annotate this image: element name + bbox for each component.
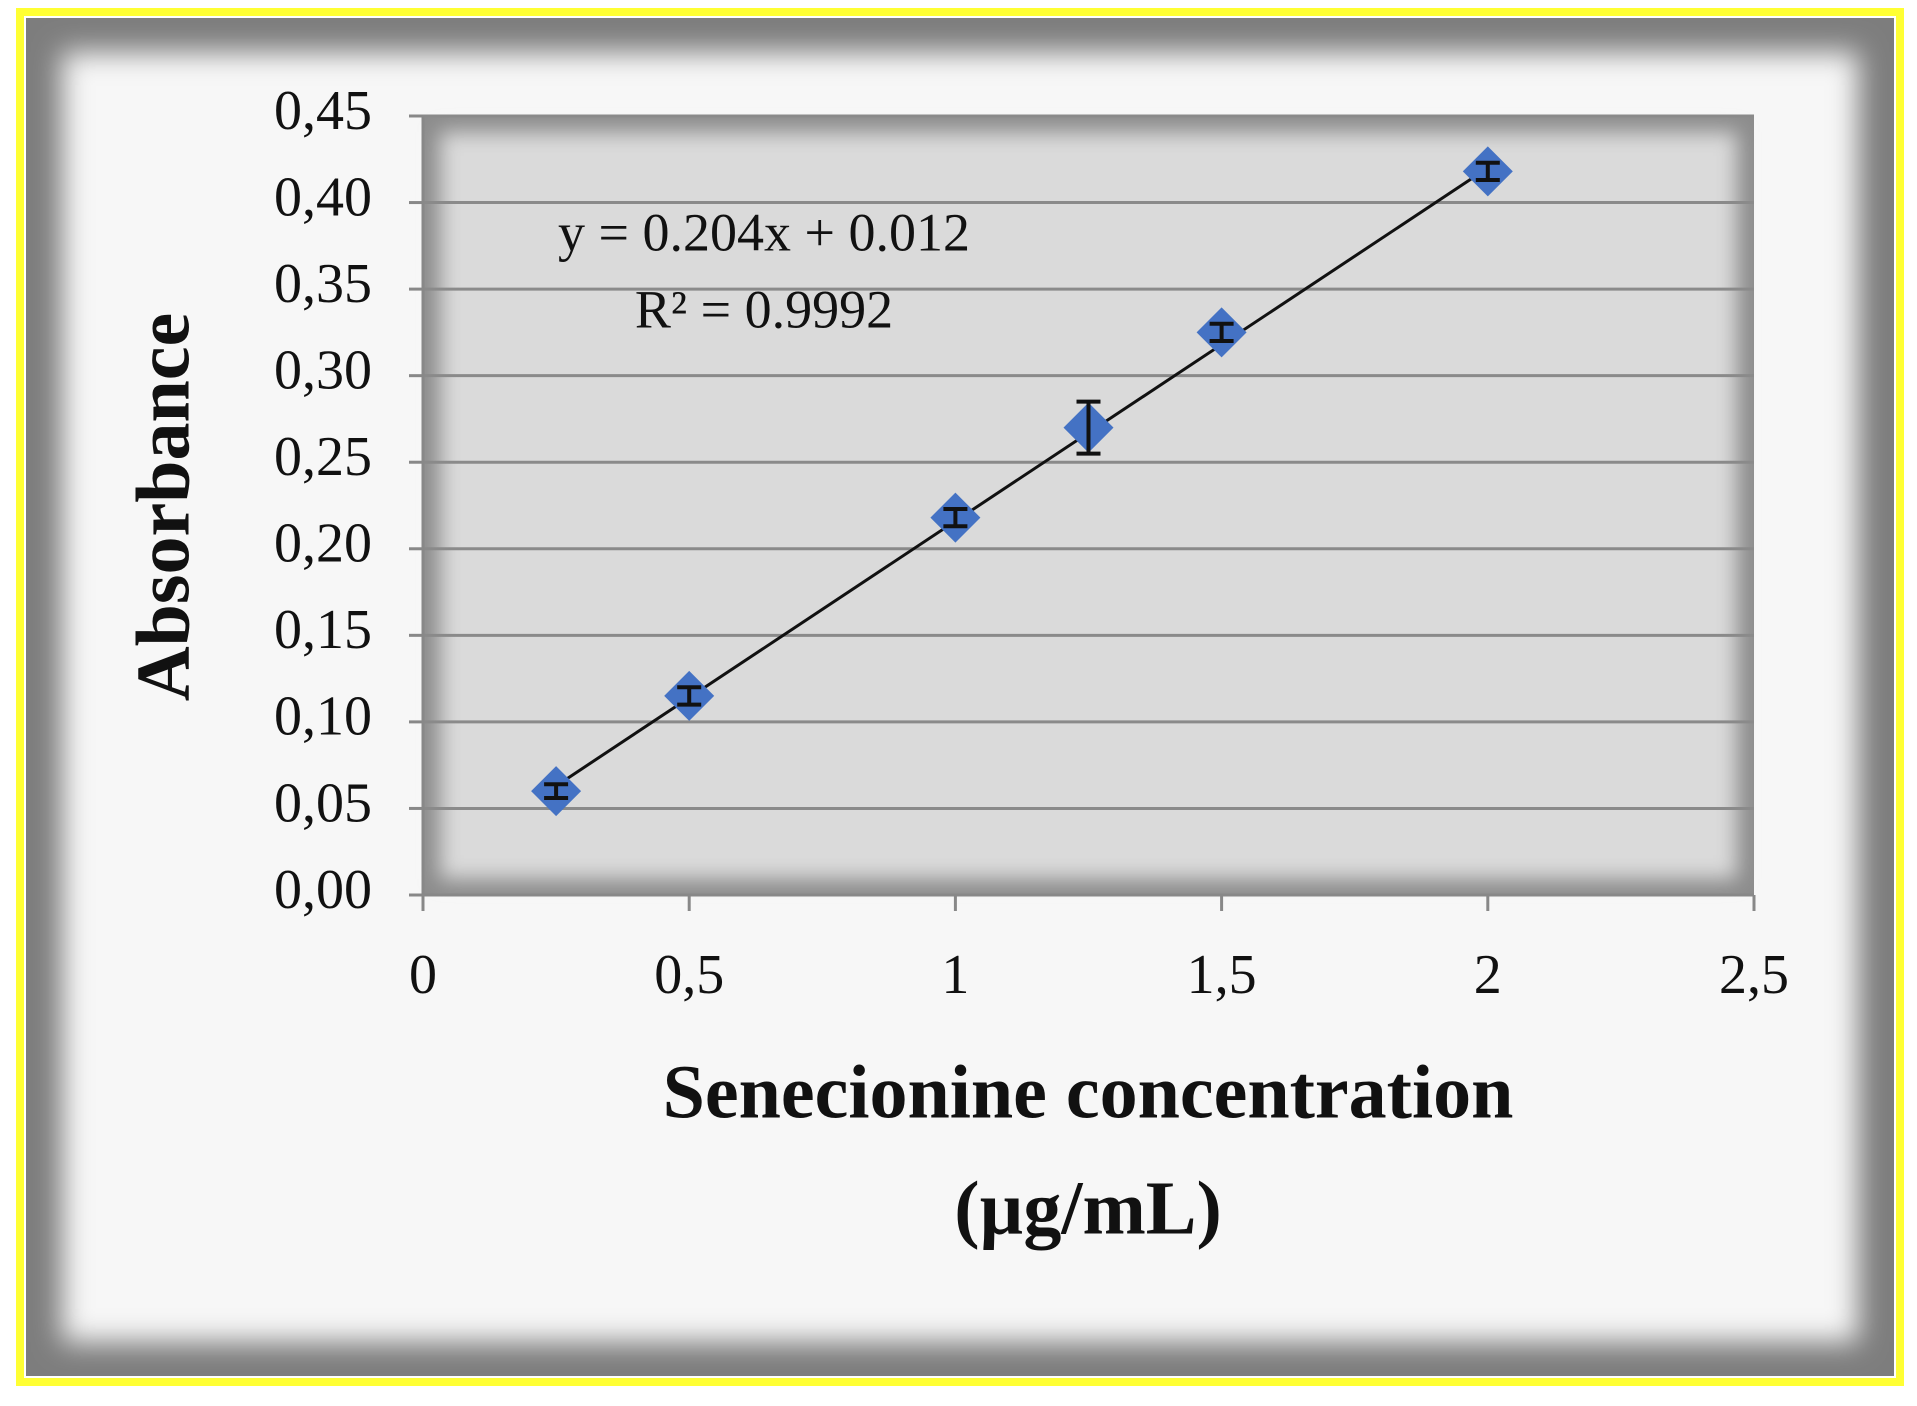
error-bar [1475, 160, 1500, 183]
error-bar [1076, 399, 1101, 456]
x-tick-label: 0 [409, 944, 437, 1006]
x-tick-label: 2 [1474, 944, 1502, 1006]
y-tick-label: 0,05 [274, 772, 372, 834]
y-tick-label: 0,00 [274, 859, 372, 921]
x-axis-title: Senecionine concentration [663, 1050, 1514, 1134]
y-axis-title: Absorbance [121, 313, 205, 701]
y-tick-label: 0,45 [274, 80, 372, 142]
x-tick-label: 2,5 [1719, 944, 1789, 1006]
y-tick-label: 0,30 [274, 340, 372, 402]
y-tick-label: 0,40 [274, 166, 372, 228]
trendline [555, 166, 1489, 788]
error-bar [677, 685, 702, 707]
y-tick-label: 0,20 [274, 513, 372, 575]
error-bar [943, 506, 968, 529]
y-tick-label: 0,10 [274, 686, 372, 748]
plot-area [440, 132, 1737, 879]
error-bar [1209, 321, 1234, 344]
x-tick-label: 0,5 [654, 944, 724, 1006]
y-tick-label: 0,25 [274, 426, 372, 488]
y-tick-label: 0,35 [274, 253, 372, 315]
x-tick-label: 1,5 [1187, 944, 1257, 1006]
x-tick-label: 1 [941, 944, 969, 1006]
x-axis-title: (µg/mL) [954, 1166, 1222, 1250]
error-bar [544, 782, 569, 801]
y-tick-label: 0,15 [274, 599, 372, 661]
trendline-equation: y = 0.204x + 0.012 [558, 202, 970, 262]
